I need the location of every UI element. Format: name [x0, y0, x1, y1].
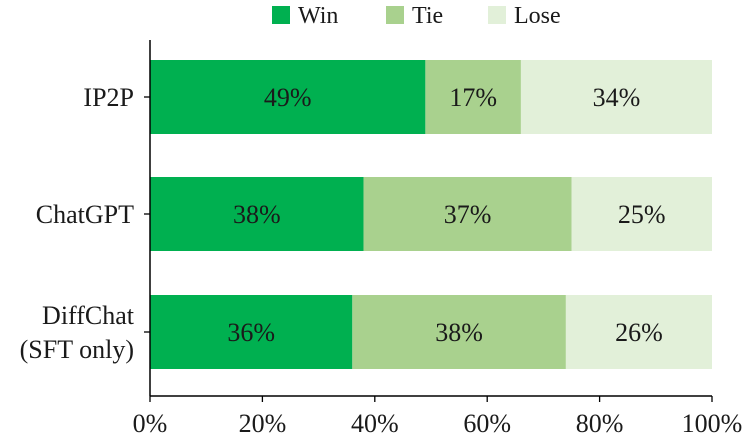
- y-axis-labels: IP2P ChatGPT DiffChat (SFT only): [20, 83, 135, 364]
- data-label-lose: 25%: [618, 200, 666, 229]
- legend-label-lose: Lose: [514, 3, 561, 29]
- bar-tie: [363, 177, 572, 251]
- bar-win: [150, 60, 426, 134]
- axes: [144, 40, 713, 402]
- data-label-lose: 34%: [593, 83, 641, 112]
- data-label-tie: 17%: [449, 83, 497, 112]
- category-label: ChatGPT: [36, 200, 134, 229]
- legend-swatch-lose: [488, 6, 506, 24]
- data-label-tie: 37%: [444, 200, 492, 229]
- category-label: IP2P: [83, 83, 134, 112]
- x-axis-labels: 0% 20% 40% 60% 80% 100%: [133, 409, 743, 436]
- legend-label-win: Win: [298, 3, 338, 29]
- bar-tie: [352, 295, 566, 369]
- bar-lose: [520, 60, 712, 134]
- x-tick-label: 40%: [351, 409, 399, 436]
- bars: 49% 17% 34% 38% 37% 25% 36% 38% 26%: [150, 60, 712, 369]
- category-label: (SFT only): [20, 335, 134, 364]
- x-tick-label: 80%: [576, 409, 624, 436]
- x-tick-label: 20%: [239, 409, 287, 436]
- data-label-win: 38%: [233, 200, 281, 229]
- category-label: DiffChat: [42, 301, 135, 330]
- data-label-win: 36%: [227, 318, 275, 347]
- bar-lose: [565, 295, 712, 369]
- legend-label-tie: Tie: [412, 3, 443, 29]
- legend: Win Tie Lose: [272, 3, 561, 29]
- x-tick-label: 60%: [463, 409, 511, 436]
- data-label-tie: 38%: [435, 318, 483, 347]
- x-tick-label: 100%: [682, 409, 743, 436]
- legend-swatch-win: [272, 6, 290, 24]
- bar-lose: [571, 177, 712, 251]
- bar-tie: [425, 60, 521, 134]
- data-label-lose: 26%: [615, 318, 663, 347]
- data-label-win: 49%: [264, 83, 312, 112]
- x-tick-label: 0%: [133, 409, 168, 436]
- legend-swatch-tie: [386, 6, 404, 24]
- bar-win: [150, 295, 353, 369]
- bar-win: [150, 177, 364, 251]
